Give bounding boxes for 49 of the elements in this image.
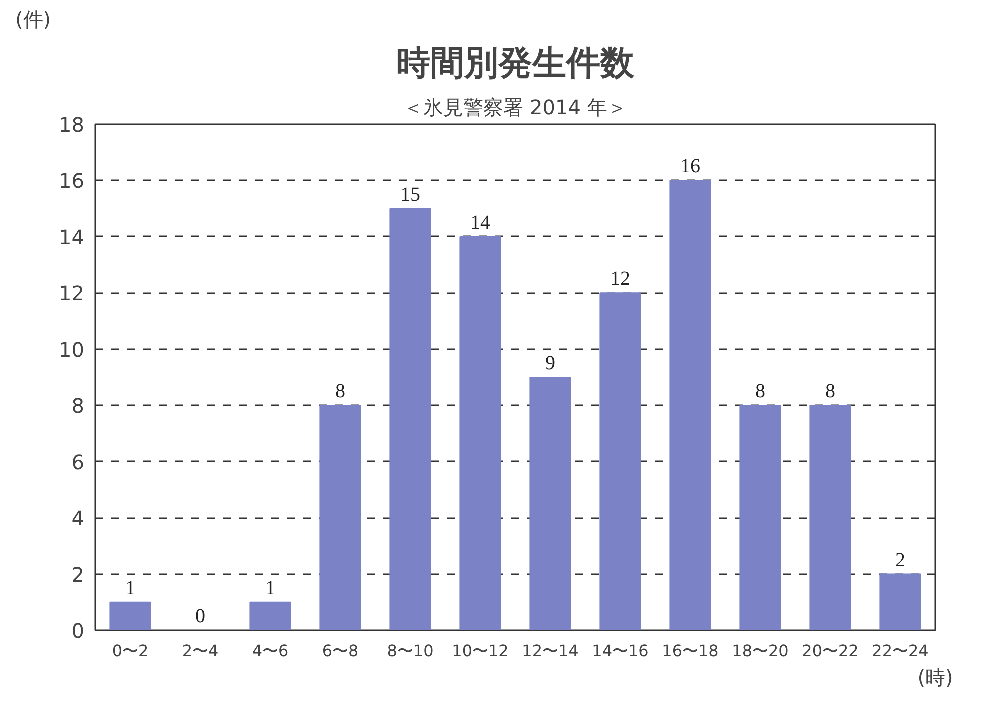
x-tick-label: 6〜8 (322, 642, 359, 660)
y-tick-label: 18 (59, 113, 85, 137)
y-tick-label: 0 (72, 619, 85, 643)
bar (740, 405, 782, 630)
bar (530, 377, 572, 630)
data-label: 14 (470, 212, 490, 234)
chart-subtitle: ＜氷見警察署 2014 年＞ (404, 96, 628, 120)
y-tick-label: 2 (72, 562, 85, 587)
bar (320, 405, 362, 630)
data-label: 8 (336, 380, 346, 403)
data-label: 15 (400, 184, 420, 206)
bar (880, 574, 922, 630)
data-label: 2 (896, 549, 906, 572)
chart-title: 時間別発生件数 (396, 44, 636, 84)
y-axis-title: (件) (16, 8, 52, 32)
data-label: 16 (680, 156, 700, 178)
x-tick-label: 20〜22 (802, 642, 859, 660)
bar (670, 180, 712, 630)
y-tick-label: 10 (59, 338, 85, 362)
bar (600, 292, 642, 630)
bar (250, 602, 292, 630)
y-tick-label: 6 (72, 450, 85, 474)
data-label: 8 (756, 380, 766, 403)
y-tick-label: 12 (59, 282, 85, 306)
data-label: 0 (196, 606, 206, 628)
x-tick-label: 4〜6 (252, 642, 289, 660)
x-tick-label: 14〜16 (592, 642, 649, 660)
x-tick-label: 16〜18 (662, 642, 719, 660)
data-label: 12 (610, 268, 630, 290)
y-tick-label: 14 (59, 225, 85, 250)
bar (390, 208, 432, 630)
x-tick-label: 10〜12 (452, 642, 509, 660)
y-tick-label: 16 (59, 169, 85, 194)
x-tick-label: 22〜24 (872, 642, 929, 660)
data-label: 8 (826, 380, 836, 403)
x-axis-title: (時) (918, 666, 954, 690)
x-tick-label: 8〜10 (387, 642, 434, 660)
x-tick-label: 18〜20 (732, 642, 789, 660)
bar (460, 236, 502, 630)
data-label: 9 (546, 352, 556, 374)
bar (110, 602, 152, 630)
x-tick-label: 12〜14 (522, 642, 579, 660)
bar (810, 405, 852, 630)
x-tick-label: 0〜2 (112, 642, 149, 660)
data-label: 1 (266, 577, 276, 600)
y-tick-label: 8 (72, 394, 85, 418)
y-tick-label: 4 (72, 506, 85, 531)
data-label: 1 (126, 577, 136, 600)
x-tick-label: 2〜4 (182, 642, 219, 660)
